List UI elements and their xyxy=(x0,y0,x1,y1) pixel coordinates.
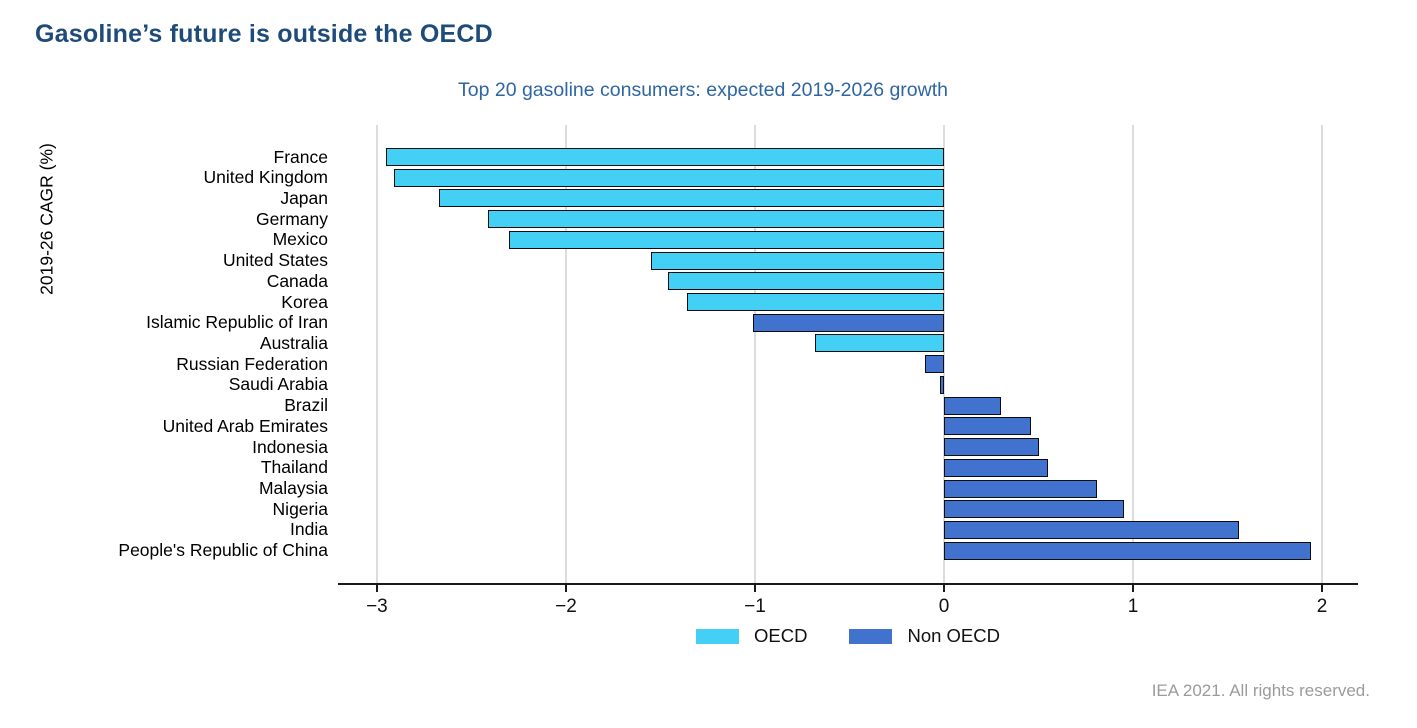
bar xyxy=(651,251,944,270)
category-label: United Kingdom xyxy=(203,167,328,188)
category-label: Nigeria xyxy=(272,498,328,519)
bar xyxy=(944,417,1031,436)
x-axis-tick xyxy=(1132,585,1135,593)
gridline xyxy=(754,125,756,583)
x-tick-label: −2 xyxy=(555,596,577,617)
x-axis-tick xyxy=(1321,585,1324,593)
category-label: Saudi Arabia xyxy=(228,374,328,395)
legend-item: Non OECD xyxy=(849,625,1000,647)
x-tick-label: 2 xyxy=(1316,596,1328,617)
bar xyxy=(815,334,944,353)
bar xyxy=(488,210,944,229)
gridline xyxy=(943,125,945,583)
gridline xyxy=(565,125,567,583)
legend-label: Non OECD xyxy=(907,625,1000,646)
legend-label: OECD xyxy=(754,625,808,646)
category-label: Malaysia xyxy=(258,478,328,499)
category-label: Mexico xyxy=(272,229,328,250)
x-axis-tick xyxy=(564,585,567,593)
legend-swatch xyxy=(849,628,893,644)
category-label: Brazil xyxy=(284,395,328,416)
bar xyxy=(944,479,1098,498)
category-label: United States xyxy=(222,250,328,271)
bar xyxy=(393,168,944,187)
chart-subtitle: Top 20 gasoline consumers: expected 2019… xyxy=(458,79,948,101)
page-title: Gasoline’s future is outside the OECD xyxy=(35,20,493,48)
bar xyxy=(944,396,1001,415)
copyright-note: IEA 2021. All rights reserved. xyxy=(1151,681,1370,700)
legend: OECD Non OECD xyxy=(696,625,1000,647)
gridline xyxy=(376,125,378,583)
x-tick-label: 0 xyxy=(938,596,950,617)
bar xyxy=(925,355,944,374)
bar xyxy=(686,293,944,312)
bar xyxy=(753,313,944,332)
legend-item: OECD xyxy=(696,625,807,647)
bar xyxy=(439,189,945,208)
x-tick-label: −1 xyxy=(744,596,766,617)
category-label: India xyxy=(290,519,328,540)
bar xyxy=(940,375,944,394)
category-label: Russian Federation xyxy=(176,353,328,374)
gridline xyxy=(1132,125,1134,583)
bar xyxy=(944,541,1311,560)
x-tick-label: 1 xyxy=(1127,596,1139,617)
x-tick-label: −3 xyxy=(366,596,388,617)
bar xyxy=(509,230,944,249)
category-label: Canada xyxy=(266,270,328,291)
bar xyxy=(944,520,1239,539)
x-axis-tick xyxy=(943,585,946,593)
x-axis-line xyxy=(338,583,1358,586)
category-label: Thailand xyxy=(260,457,328,478)
category-label: Japan xyxy=(280,187,328,208)
bar xyxy=(668,272,944,291)
category-label: Korea xyxy=(281,291,328,312)
bar xyxy=(944,500,1124,519)
category-label: People's Republic of China xyxy=(118,540,328,561)
category-label: Australia xyxy=(259,332,328,353)
bar xyxy=(944,438,1039,457)
bar xyxy=(944,458,1048,477)
category-label: Islamic Republic of Iran xyxy=(146,312,328,333)
x-axis-tick xyxy=(375,585,378,593)
bar xyxy=(386,148,944,166)
category-label: Germany xyxy=(256,208,328,229)
x-axis-tick xyxy=(753,585,756,593)
category-label: United Arab Emirates xyxy=(162,415,328,436)
category-label: Indonesia xyxy=(252,436,328,457)
legend-swatch xyxy=(696,628,740,644)
category-label: France xyxy=(273,146,328,167)
gridline xyxy=(1321,125,1323,583)
